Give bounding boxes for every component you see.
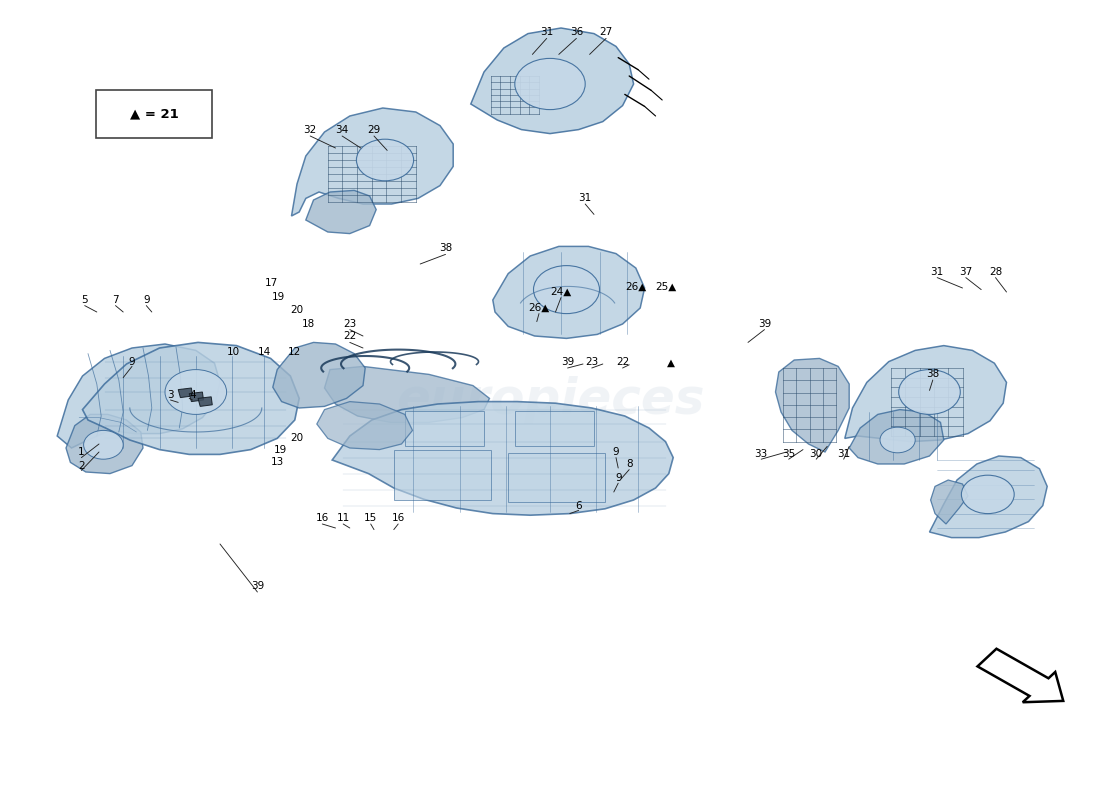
- Text: 39: 39: [561, 358, 574, 367]
- Polygon shape: [471, 28, 634, 134]
- Polygon shape: [930, 456, 1047, 538]
- Text: 17: 17: [265, 278, 278, 288]
- Text: 13: 13: [271, 458, 284, 467]
- Text: 38: 38: [439, 243, 452, 253]
- Text: 28: 28: [989, 267, 1002, 277]
- Circle shape: [515, 58, 585, 110]
- Text: 31: 31: [931, 267, 944, 277]
- Text: 16: 16: [392, 514, 405, 523]
- Text: 25▲: 25▲: [654, 282, 676, 291]
- Text: 38: 38: [926, 370, 939, 379]
- Text: 35: 35: [782, 449, 795, 458]
- Text: 26▲: 26▲: [528, 303, 550, 313]
- Text: 22: 22: [343, 331, 356, 341]
- Circle shape: [165, 370, 227, 414]
- Text: 1: 1: [78, 447, 85, 457]
- Polygon shape: [324, 366, 490, 422]
- Text: 32: 32: [304, 125, 317, 134]
- Polygon shape: [292, 108, 453, 216]
- Text: 3: 3: [167, 390, 174, 400]
- Circle shape: [880, 427, 915, 453]
- Text: 39: 39: [251, 582, 264, 591]
- Text: 7: 7: [112, 295, 119, 305]
- Polygon shape: [178, 388, 192, 398]
- Text: 9: 9: [613, 447, 619, 457]
- Polygon shape: [66, 414, 143, 474]
- Polygon shape: [776, 358, 849, 452]
- Text: 19: 19: [272, 292, 285, 302]
- Text: 11: 11: [337, 514, 350, 523]
- Text: ▲: ▲: [667, 358, 675, 367]
- Text: 33: 33: [755, 449, 768, 458]
- Text: 36: 36: [570, 27, 583, 37]
- Polygon shape: [57, 344, 220, 448]
- Polygon shape: [493, 246, 645, 338]
- Polygon shape: [931, 480, 968, 524]
- Text: 34: 34: [336, 125, 349, 134]
- Polygon shape: [317, 402, 412, 450]
- Text: 16: 16: [316, 514, 329, 523]
- Text: 26▲: 26▲: [625, 282, 647, 291]
- Text: 29: 29: [367, 125, 381, 134]
- Text: 31: 31: [540, 27, 553, 37]
- Text: 27: 27: [600, 27, 613, 37]
- FancyBboxPatch shape: [96, 90, 212, 138]
- Text: 2: 2: [78, 461, 85, 470]
- Text: europieces: europieces: [396, 376, 704, 424]
- Circle shape: [961, 475, 1014, 514]
- Text: 20: 20: [290, 434, 304, 443]
- Text: 5: 5: [81, 295, 88, 305]
- Circle shape: [534, 266, 600, 314]
- Bar: [515, 411, 594, 446]
- Text: 6: 6: [575, 501, 582, 510]
- Bar: [394, 450, 491, 500]
- Text: 30: 30: [810, 449, 823, 458]
- Text: 24▲: 24▲: [550, 287, 572, 297]
- Text: 8: 8: [626, 459, 632, 469]
- Text: 22: 22: [616, 358, 629, 367]
- Text: 9: 9: [615, 473, 622, 482]
- Polygon shape: [306, 190, 376, 234]
- Text: ▲ = 21: ▲ = 21: [130, 107, 178, 121]
- Polygon shape: [332, 402, 673, 515]
- Text: 4: 4: [189, 390, 196, 400]
- Text: 39: 39: [758, 319, 771, 329]
- Bar: [405, 411, 484, 446]
- Text: 12: 12: [288, 347, 301, 357]
- Text: 31: 31: [579, 193, 592, 202]
- Text: 15: 15: [364, 514, 377, 523]
- Text: 20: 20: [290, 306, 304, 315]
- Bar: [508, 453, 605, 502]
- Polygon shape: [978, 649, 1064, 702]
- Polygon shape: [82, 342, 299, 454]
- Polygon shape: [273, 342, 365, 408]
- Polygon shape: [189, 392, 204, 402]
- Text: 23: 23: [343, 319, 356, 329]
- Polygon shape: [849, 410, 944, 464]
- Text: 10: 10: [227, 347, 240, 357]
- Polygon shape: [845, 346, 1007, 442]
- Text: 19: 19: [274, 446, 287, 455]
- Text: 9: 9: [129, 357, 135, 366]
- Text: 31: 31: [837, 449, 850, 458]
- Text: 9: 9: [143, 295, 150, 305]
- Text: 14: 14: [257, 347, 271, 357]
- Circle shape: [899, 370, 960, 414]
- Text: 18: 18: [301, 319, 315, 329]
- Text: 23: 23: [585, 358, 598, 367]
- Circle shape: [356, 139, 414, 181]
- Polygon shape: [198, 397, 212, 406]
- Circle shape: [84, 430, 123, 459]
- Text: 37: 37: [959, 267, 972, 277]
